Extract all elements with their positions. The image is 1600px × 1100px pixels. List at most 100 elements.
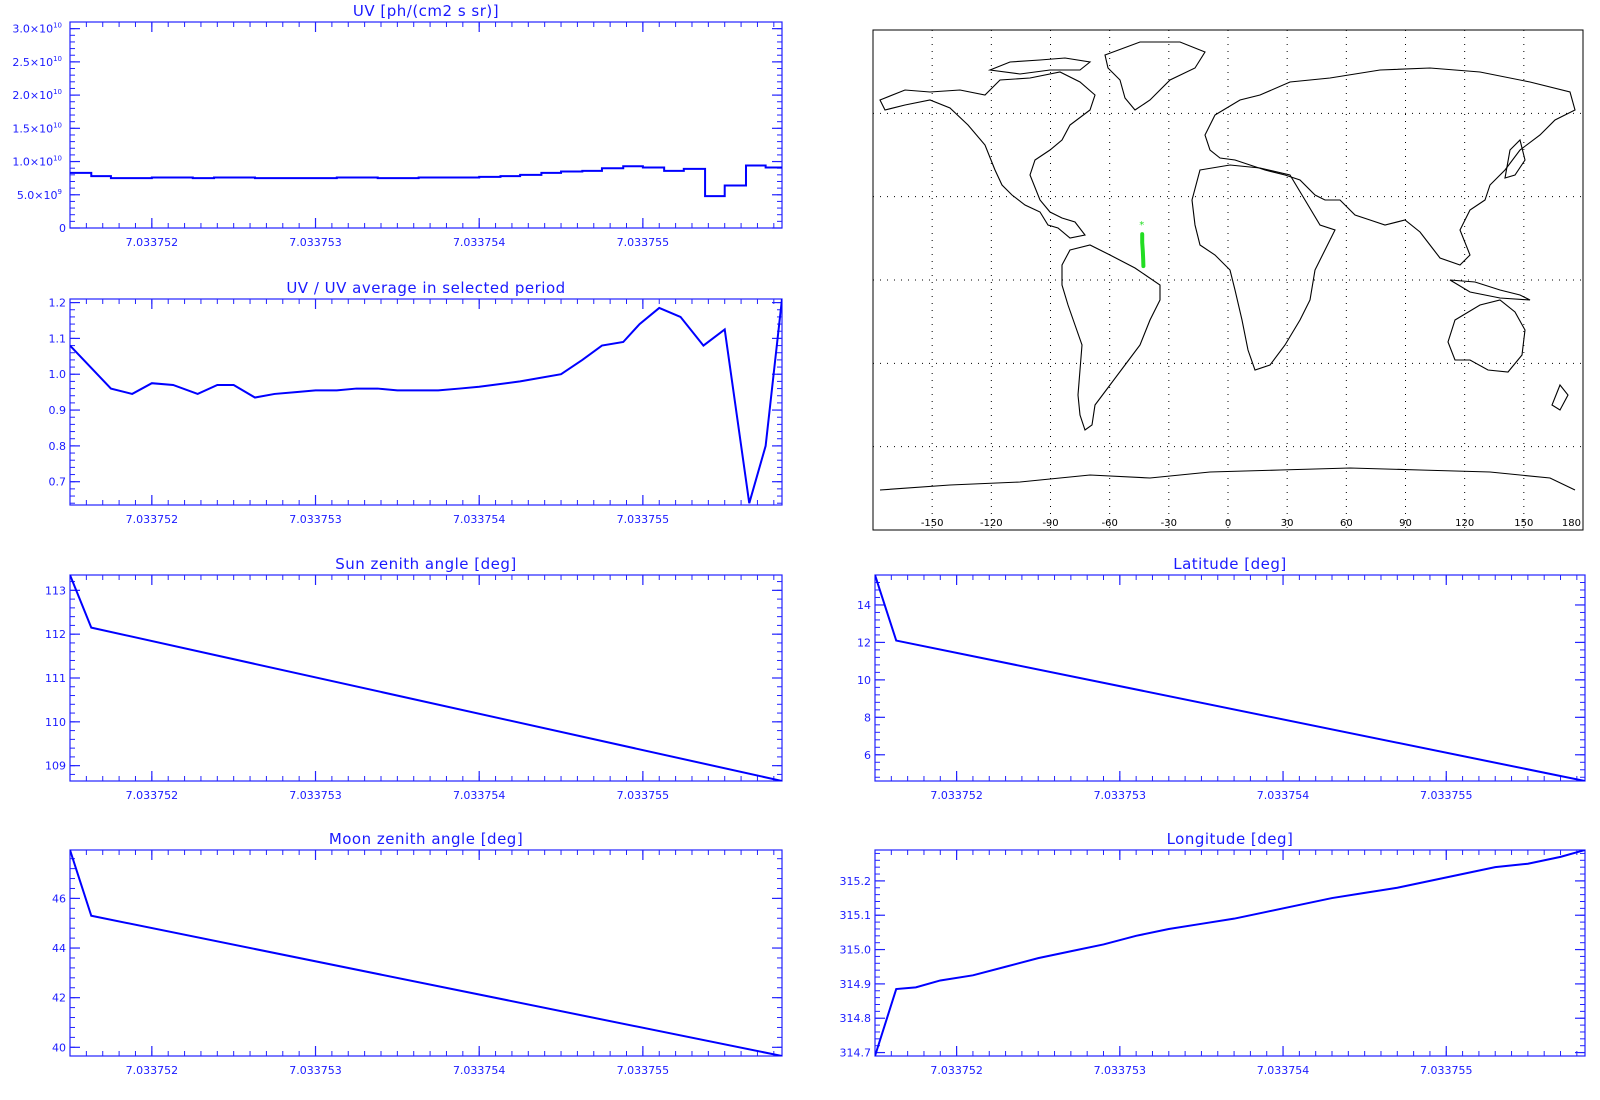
y-tick-label: 1.1 (49, 332, 67, 345)
map-lon-label: 120 (1455, 518, 1474, 529)
series-line-sun (70, 575, 782, 781)
x-tick-label: 7.033753 (289, 513, 342, 526)
y-tick-label: 12 (857, 636, 871, 649)
world-map-panel: -150 -120 -90 -60 -30 0 30 60 90 120 150 180 * (872, 29, 1584, 531)
africa-coast (1191, 164, 1336, 371)
x-tick-label: 7.033755 (1420, 1064, 1473, 1077)
title-moon-zenith: Moon zenith angle [deg] (328, 830, 524, 848)
y-tick-label: 112 (45, 628, 66, 641)
plot-frame (69, 298, 783, 506)
map-lon-label: 0 (1225, 518, 1231, 529)
satellite-track: * (1139, 220, 1146, 269)
y-tick-label: 5.0×109 (17, 188, 62, 202)
map-lon-label: 60 (1340, 518, 1353, 529)
y-tick-label: 8 (864, 711, 871, 724)
x-tick-label: 7.033754 (453, 789, 506, 802)
x-tick-label: 7.033754 (1257, 789, 1310, 802)
map-lon-label: 180 (1562, 518, 1581, 529)
map-lon-label: -90 (1042, 518, 1058, 529)
y-tick-label: 1.5×1010 (12, 121, 62, 135)
y-tick-label: 110 (45, 716, 66, 729)
new-zealand-coast (1551, 383, 1569, 411)
x-tick-label: 7.033752 (126, 513, 179, 526)
track-path (1140, 232, 1146, 269)
y-tick-label: 2.0×1010 (12, 88, 62, 102)
map-lon-label: 30 (1281, 518, 1294, 529)
map-lon-label: -60 (1101, 518, 1117, 529)
plot-frame (874, 849, 1586, 1057)
x-tick-label: 7.033752 (126, 1064, 179, 1077)
x-tick-label: 7.033755 (617, 513, 670, 526)
y-tick-label: 314.9 (840, 978, 872, 991)
plot-frame (69, 849, 783, 1057)
x-tick-label: 7.033752 (930, 1064, 983, 1077)
y-tick-label: 109 (45, 760, 66, 773)
series-line-uv (70, 164, 782, 198)
series-line-lon (875, 850, 1585, 1056)
x-tick-label: 7.033755 (617, 1064, 670, 1077)
y-tick-label: 3.0×1010 (12, 22, 62, 36)
series-line-ratio (70, 299, 782, 504)
plots-layer: 7.033752 7.033753 7.033754 7.033755 0 5.0×109… (12, 21, 1586, 1077)
greenland-coast (1104, 41, 1206, 111)
y-tick-label: 40 (52, 1041, 66, 1054)
europe-asia-coast (1204, 67, 1576, 266)
x-tick-label: 7.033753 (289, 789, 342, 802)
plot-frame (69, 21, 783, 229)
x-tick-label: 7.033754 (453, 236, 506, 249)
plot-uv: 7.033752 7.033753 7.033754 7.033755 0 5.0×109… (12, 21, 783, 249)
x-tick-label: 7.033753 (1094, 789, 1147, 802)
x-tick-label: 7.033754 (453, 1064, 506, 1077)
y-tick-label: 1.0 (49, 368, 67, 381)
y-tick-label: 6 (864, 749, 871, 762)
x-tick-label: 7.033755 (617, 236, 670, 249)
x-tick-label: 7.033752 (126, 789, 179, 802)
title-longitude: Longitude [deg] (1166, 830, 1294, 848)
y-tick-label: 314.8 (840, 1012, 872, 1025)
y-tick-label: 42 (52, 992, 66, 1005)
x-tick-label: 7.033752 (930, 789, 983, 802)
arctic-islands-coast (987, 57, 1092, 75)
x-tick-label: 7.033753 (1094, 1064, 1147, 1077)
y-tick-label: 0.7 (49, 476, 67, 489)
japan-coast (1504, 138, 1526, 179)
y-tick-label: 1.2 (49, 297, 67, 310)
y-tick-label: 44 (52, 942, 66, 955)
y-tick-label: 0.8 (49, 440, 67, 453)
y-tick-label: 314.7 (840, 1047, 872, 1060)
x-tick-label: 7.033755 (1420, 789, 1473, 802)
series-line-lat (875, 575, 1585, 781)
map-lon-label: -30 (1161, 518, 1177, 529)
x-tick-label: 7.033754 (453, 513, 506, 526)
map-frame (872, 29, 1584, 531)
y-tick-label: 0.9 (49, 404, 67, 417)
y-tick-label: 113 (45, 584, 66, 597)
indonesia-coast (1449, 279, 1531, 301)
x-tick-label: 7.033754 (1257, 1064, 1310, 1077)
australia-coast (1447, 299, 1526, 373)
y-tick-label: 2.5×1010 (12, 55, 62, 69)
title-sun-zenith: Sun zenith angle [deg] (335, 555, 517, 573)
title-latitude: Latitude [deg] (1173, 555, 1287, 573)
y-tick-label: 14 (857, 599, 871, 612)
plot-frame (874, 574, 1586, 782)
plot-sun: 7.033752 7.033753 7.033754 7.033755 109 110 11… (45, 574, 783, 802)
plot-moon: 7.033752 7.033753 7.033754 7.033755 40 42 44 46 (52, 849, 783, 1077)
coastlines (879, 41, 1576, 491)
x-tick-label: 7.033753 (289, 236, 342, 249)
antarctica-coast (879, 467, 1576, 491)
map-lon-label: -120 (980, 518, 1003, 529)
title-ratio: UV / UV average in selected period (286, 279, 566, 297)
x-tick-label: 7.033753 (289, 1064, 342, 1077)
y-tick-label: 0 (59, 222, 66, 235)
track-start-marker: * (1139, 220, 1144, 231)
y-tick-label: 315.0 (840, 944, 872, 957)
plot-lat: 7.033752 7.033753 7.033754 7.033755 6 8 10 12 14 (857, 574, 1586, 802)
map-tick-labels: -150 -120 -90 -60 -30 0 30 60 90 120 150 180 (921, 518, 1581, 529)
y-tick-label: 10 (857, 674, 871, 687)
x-tick-label: 7.033755 (617, 789, 670, 802)
y-tick-label: 315.2 (840, 875, 872, 888)
y-tick-label: 1.0×1010 (12, 155, 62, 169)
title-uv: UV [ph/(cm2 s sr)] (352, 2, 500, 20)
